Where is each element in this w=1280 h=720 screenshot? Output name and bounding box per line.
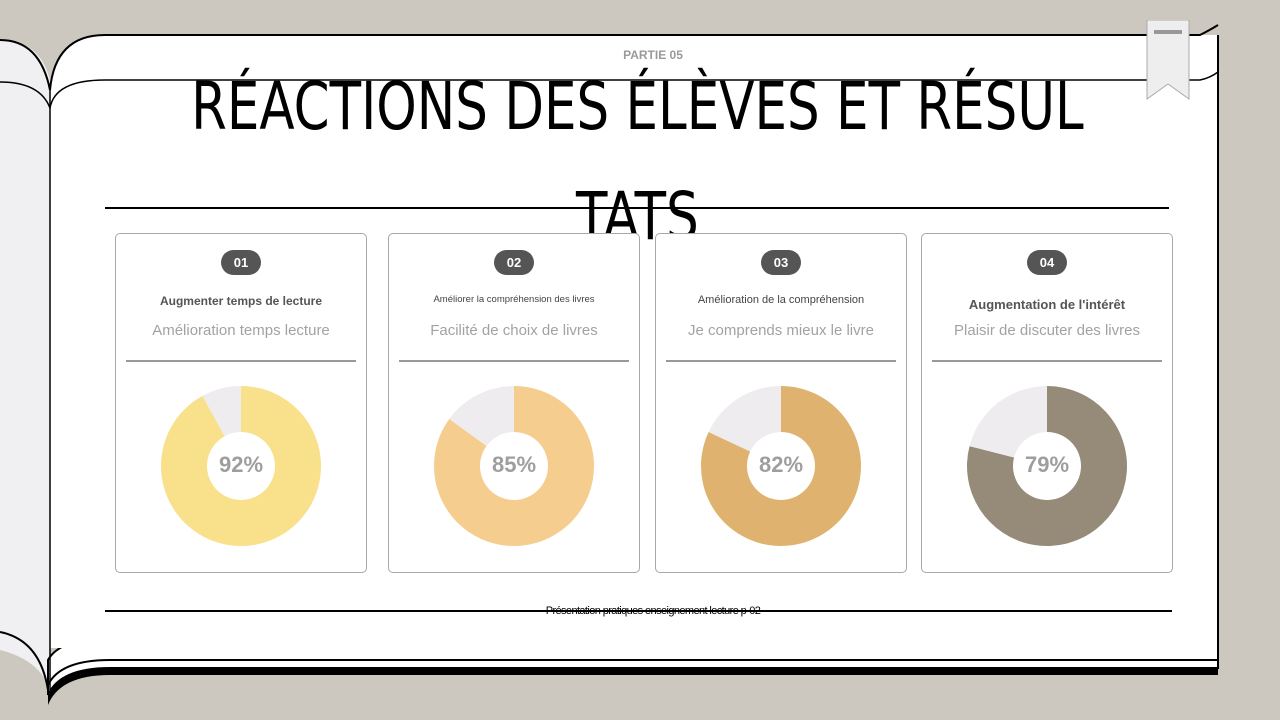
card-number-badge: 03: [761, 250, 801, 275]
donut-slice-remainder: [708, 386, 781, 452]
donut-value-label: 92%: [218, 452, 264, 477]
card-subtitle: Plaisir de discuter des livres: [954, 322, 1140, 339]
card-divider: [399, 360, 629, 362]
footer-text: Présentation pratiques enseignement lect…: [545, 605, 761, 617]
donut-slice-remainder: [969, 386, 1047, 458]
result-card-4: 04 Augmentation de l'intérêt Plaisir de …: [921, 233, 1173, 573]
donut-value-label: 85%: [491, 452, 537, 477]
card-divider: [666, 360, 896, 362]
card-title: Améliorer la compréhension des livres: [433, 294, 595, 305]
donut-slice-remainder: [202, 386, 241, 437]
donut-slice-value: [161, 386, 321, 546]
donut-slice-remainder: [449, 386, 514, 447]
result-card-2: 02 Améliorer la compréhension des livres…: [388, 233, 640, 573]
donut-value-label: 79%: [1024, 452, 1070, 477]
donut-chart: [701, 386, 861, 546]
card-divider: [126, 360, 356, 362]
card-divider: [932, 360, 1162, 362]
card-title: Augmenter temps de lecture: [159, 294, 323, 308]
donut-slice-value: [434, 386, 594, 546]
card-subtitle: Je comprends mieux le livre: [688, 322, 874, 339]
result-card-3: 03 Amélioration de la compréhension Je c…: [655, 233, 907, 573]
result-card-1: 01 Augmenter temps de lecture Améliorati…: [115, 233, 367, 573]
title-divider: [105, 207, 1169, 209]
donut-slice-value: [967, 386, 1127, 546]
donut-chart: [967, 386, 1127, 546]
card-title: Augmentation de l'intérêt: [968, 297, 1126, 312]
card-number-badge: 01: [221, 250, 261, 275]
card-number-badge: 04: [1027, 250, 1067, 275]
card-title: Amélioration de la compréhension: [697, 294, 865, 306]
donut-value-label: 82%: [758, 452, 804, 477]
bookmark-ribbon: [1146, 20, 1190, 100]
card-subtitle: Amélioration temps lecture: [152, 322, 330, 339]
card-subtitle: Facilité de choix de livres: [430, 322, 598, 339]
card-number-badge: 02: [494, 250, 534, 275]
donut-chart: [161, 386, 321, 546]
section-label: PARTIE 05: [623, 48, 683, 62]
footer-divider: [105, 610, 1172, 612]
donut-slice-value: [701, 386, 861, 546]
donut-chart: [434, 386, 594, 546]
